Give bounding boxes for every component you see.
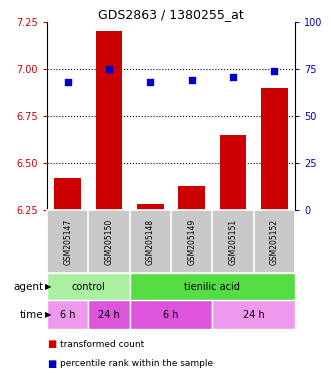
Title: GDS2863 / 1380255_at: GDS2863 / 1380255_at bbox=[98, 8, 244, 21]
Text: time: time bbox=[20, 310, 43, 319]
Text: ■: ■ bbox=[47, 359, 56, 369]
Bar bbox=[54, 178, 81, 210]
Bar bbox=[96, 31, 122, 210]
Text: ▶: ▶ bbox=[45, 282, 52, 291]
Bar bbox=[47, 300, 88, 329]
Text: ■: ■ bbox=[47, 339, 56, 349]
Point bbox=[272, 68, 277, 74]
Bar bbox=[130, 300, 212, 329]
Point bbox=[230, 73, 236, 79]
Text: transformed count: transformed count bbox=[60, 340, 145, 349]
Text: GSM205152: GSM205152 bbox=[270, 218, 279, 265]
Point bbox=[106, 66, 112, 72]
Point bbox=[65, 79, 70, 85]
Text: GSM205147: GSM205147 bbox=[63, 218, 72, 265]
Text: 6 h: 6 h bbox=[60, 310, 75, 319]
Bar bbox=[219, 135, 247, 210]
Text: tienilic acid: tienilic acid bbox=[184, 281, 240, 291]
Text: GSM205149: GSM205149 bbox=[187, 218, 196, 265]
Bar bbox=[47, 273, 130, 300]
Text: 24 h: 24 h bbox=[98, 310, 120, 319]
Text: 24 h: 24 h bbox=[243, 310, 264, 319]
Text: GSM205150: GSM205150 bbox=[105, 218, 114, 265]
Text: control: control bbox=[71, 281, 105, 291]
Text: 6 h: 6 h bbox=[163, 310, 179, 319]
Bar bbox=[178, 185, 205, 210]
Text: agent: agent bbox=[13, 281, 43, 291]
Text: GSM205151: GSM205151 bbox=[228, 218, 238, 265]
Bar bbox=[261, 88, 288, 210]
Bar bbox=[137, 204, 164, 210]
Text: GSM205148: GSM205148 bbox=[146, 218, 155, 265]
Point bbox=[189, 77, 194, 83]
Bar bbox=[88, 300, 130, 329]
Point bbox=[148, 79, 153, 85]
Text: ▶: ▶ bbox=[45, 310, 52, 319]
Bar bbox=[212, 300, 295, 329]
Bar bbox=[130, 273, 295, 300]
Text: percentile rank within the sample: percentile rank within the sample bbox=[60, 359, 213, 368]
